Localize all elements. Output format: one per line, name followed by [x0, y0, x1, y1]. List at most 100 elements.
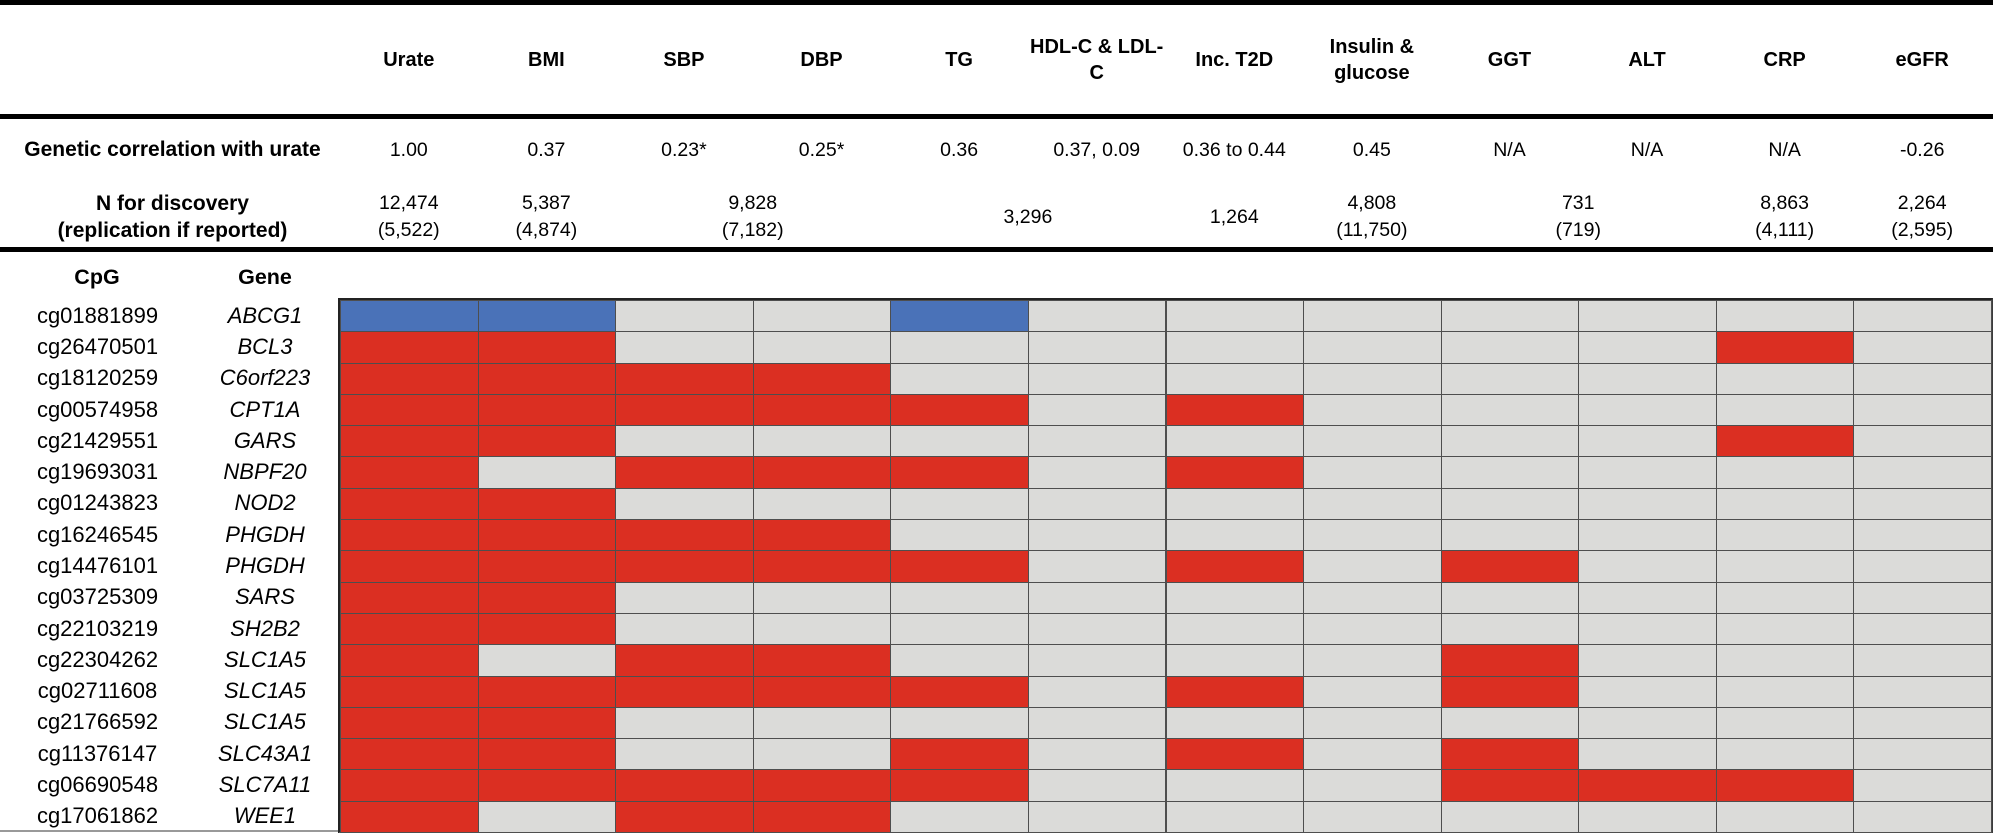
cell-cg02711608-inc-t2d: [1165, 675, 1305, 708]
cell-cg11376147-tg: [890, 738, 1029, 771]
gene-label-slc1a5: SLC1A5: [224, 646, 306, 672]
cell-cg21766592-bmi: [477, 706, 617, 740]
gene-label-nod2: NOD2: [234, 490, 296, 516]
cell-cg06690548-inc-t2d: [1165, 769, 1305, 802]
cell-cg21429551-bmi: [477, 425, 617, 458]
cell-cg22103219-alt: [1578, 612, 1717, 646]
cell-cg21766592-sbp: [615, 706, 754, 740]
cell-cg22103219-egfr: [1853, 612, 1992, 646]
cell-cg18120259-dbp: [752, 362, 892, 395]
cell-cg22103219-dbp: [752, 612, 892, 646]
cell-cg22103219-ggt: [1440, 612, 1580, 646]
cell-cg18120259-hdl-c-ldl-c: [1027, 362, 1167, 395]
cell-cg21429551-insulin-glucose: [1303, 425, 1442, 458]
cell-cg14476101-crp: [1715, 550, 1855, 583]
cell-cg03725309-egfr: [1853, 581, 1992, 614]
gene-label-slc7a11: SLC7A11: [218, 772, 312, 798]
cell-cg26470501-sbp: [615, 331, 754, 364]
genetic-correlation-value-hdl-c-ldl-c: 0.37, 0.09: [1053, 138, 1141, 161]
cell-cg06690548-dbp: [752, 769, 892, 802]
genetic-correlation-value-crp: N/A: [1768, 138, 1801, 161]
cell-cg19693031-inc-t2d: [1165, 456, 1305, 489]
cell-cg14476101-urate: [340, 550, 479, 583]
column-header-dbp: DBP: [800, 49, 843, 71]
cell-cg14476101-tg: [890, 550, 1029, 583]
cell-cg19693031-dbp: [752, 456, 892, 489]
n-discovery-row-label-line1: N for discovery: [96, 192, 249, 215]
column-header-insulin-glucose: Insulin & glucose: [1329, 36, 1415, 84]
cell-cg02711608-ggt: [1440, 675, 1580, 708]
cell-cg16246545-sbp: [615, 519, 754, 552]
column-header-hdl-c-ldl-c: HDL-C & LDL-C: [1030, 36, 1164, 84]
cell-cg18120259-insulin-glucose: [1303, 362, 1442, 395]
n-discovery-value-line1: 731: [1561, 192, 1595, 214]
n-discovery-value-line1: 3,296: [1003, 205, 1053, 228]
column-header-egfr: eGFR: [1895, 49, 1949, 71]
cell-cg16246545-egfr: [1853, 519, 1992, 552]
genetic-correlation-value-sbp: 0.23*: [661, 138, 707, 161]
cell-cg18120259-ggt: [1440, 362, 1580, 395]
column-header-sbp: SBP: [663, 49, 705, 71]
gene-label-gars: GARS: [233, 427, 297, 453]
cpg-label-cg22103219: cg22103219: [36, 615, 159, 641]
cell-cg03725309-insulin-glucose: [1303, 581, 1442, 614]
cpg-label-cg16246545: cg16246545: [36, 521, 159, 547]
cell-cg02711608-bmi: [477, 675, 617, 708]
cell-cg00574958-insulin-glucose: [1303, 393, 1442, 427]
cell-cg26470501-inc-t2d: [1165, 331, 1305, 364]
cell-cg06690548-alt: [1578, 769, 1717, 802]
cell-cg17061862-inc-t2d: [1165, 800, 1305, 833]
cell-cg00574958-ggt: [1440, 393, 1580, 427]
cpg-column-header: CpG: [74, 264, 120, 289]
cell-cg22304262-hdl-c-ldl-c: [1027, 644, 1167, 677]
cell-cg17061862-urate: [340, 800, 479, 833]
cell-cg21429551-crp: [1715, 425, 1855, 458]
cpg-label-cg02711608: cg02711608: [37, 678, 158, 704]
cell-cg26470501-bmi: [477, 331, 617, 364]
cell-cg19693031-urate: [340, 456, 479, 489]
gene-label-sars: SARS: [235, 584, 295, 610]
cell-cg01881899-urate: [340, 300, 479, 333]
n-discovery-value-line1: 8,863: [1760, 192, 1810, 214]
cell-cg21766592-insulin-glucose: [1303, 706, 1442, 740]
n-discovery-value-bmi: 5,387 (4,874): [478, 189, 616, 245]
genetic-correlation-value-alt: N/A: [1630, 138, 1664, 161]
cell-cg22103219-hdl-c-ldl-c: [1027, 612, 1167, 646]
cell-cg26470501-dbp: [752, 331, 892, 364]
cell-cg18120259-tg: [890, 362, 1029, 395]
cell-cg03725309-urate: [340, 581, 479, 614]
gene-label-abcg1: ABCG1: [227, 302, 303, 328]
cpg-label-cg22304262: cg22304262: [36, 646, 159, 672]
n-discovery-value-urate: 12,474 (5,522): [340, 189, 478, 245]
cell-cg17061862-egfr: [1853, 800, 1992, 833]
genetic-correlation-value-dbp: 0.25*: [798, 138, 845, 161]
cell-cg16246545-urate: [340, 519, 479, 552]
cpg-label-cg18120259: cg18120259: [36, 365, 159, 391]
cell-cg02711608-egfr: [1853, 675, 1992, 708]
cell-cg01243823-urate: [340, 487, 479, 521]
cell-cg06690548-ggt: [1440, 769, 1580, 802]
cell-cg03725309-inc-t2d: [1165, 581, 1305, 614]
cell-cg14476101-hdl-c-ldl-c: [1027, 550, 1167, 583]
n-discovery-value-ggt: 731 (719): [1441, 189, 1716, 245]
n-discovery-value-insulin-glucose: 4,808 (11,750): [1303, 189, 1441, 245]
cell-cg22103219-inc-t2d: [1165, 612, 1305, 646]
cpg-label-cg06690548: cg06690548: [36, 772, 159, 798]
cell-cg01881899-hdl-c-ldl-c: [1027, 300, 1167, 333]
rule-below-header: [0, 114, 1993, 119]
genetic-correlation-value-tg: 0.36: [940, 138, 979, 161]
gene-column-header: Gene: [238, 264, 292, 289]
cell-cg06690548-bmi: [477, 769, 617, 802]
cell-cg22304262-insulin-glucose: [1303, 644, 1442, 677]
cell-cg02711608-tg: [890, 675, 1029, 708]
cell-cg02711608-hdl-c-ldl-c: [1027, 675, 1167, 708]
gene-label-c6orf223: C6orf223: [219, 365, 311, 391]
cell-cg01881899-bmi: [477, 300, 617, 333]
cell-cg22304262-inc-t2d: [1165, 644, 1305, 677]
gene-label-nbpf20: NBPF20: [223, 459, 307, 485]
n-discovery-value-line2: (4,874): [515, 219, 578, 241]
cell-cg17061862-insulin-glucose: [1303, 800, 1442, 833]
cell-cg21429551-urate: [340, 425, 479, 458]
rule-top: [0, 0, 1993, 5]
